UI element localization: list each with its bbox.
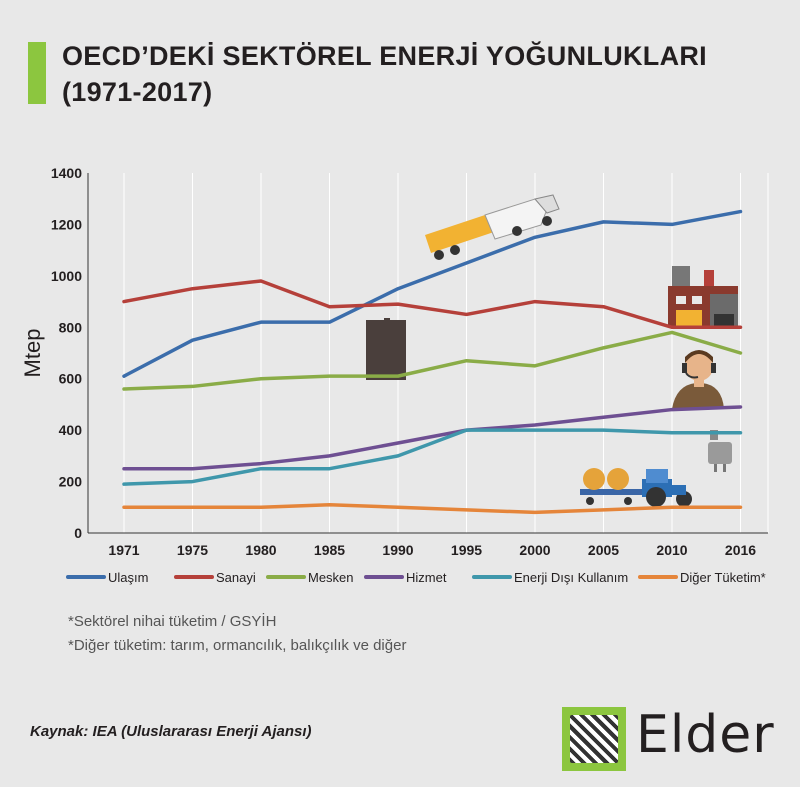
line-chart: 0 200 400 600 800 1000 1200 1400 1971 1975 1980 198…: [20, 165, 769, 585]
footnote-1: *Sektörel nihai tüketim / GSYİH: [68, 613, 277, 630]
tractor-icon: [580, 468, 692, 507]
chart-axes: 0 200 400 600 800 1000 1200 1400 1971 1975 1980 198…: [20, 165, 768, 558]
building-icon: [366, 318, 406, 380]
x-tick-label: 1975: [177, 542, 208, 558]
legend-label: Diğer Tüketim*: [680, 570, 766, 585]
source-text: Kaynak: IEA (Uluslararası Enerji Ajansı): [30, 723, 312, 740]
y-tick-label: 0: [74, 525, 82, 541]
x-tick-label: 1990: [382, 542, 413, 558]
footnotes: *Sektörel nihai tüketim / GSYİH *Diğer t…: [68, 610, 406, 658]
series-line: [122, 405, 743, 471]
y-tick-label: 800: [59, 319, 83, 335]
y-tick-label: 1000: [51, 268, 82, 284]
series-line: [122, 209, 743, 378]
title-line-2: (1971-2017): [62, 77, 213, 107]
series-line: [122, 428, 743, 486]
series-line: [122, 330, 743, 391]
logo-text: Elder: [636, 705, 775, 765]
x-tick-label: 2000: [519, 542, 550, 558]
x-tick-label: 1995: [451, 542, 482, 558]
y-axis-label: Mtep: [20, 329, 45, 378]
x-tick-label: 1971: [108, 542, 139, 558]
elder-logo-icon: [562, 707, 626, 771]
series-line: [122, 279, 743, 330]
x-tick-label: 2005: [588, 542, 619, 558]
y-tick-label: 200: [59, 474, 83, 490]
chart-icons: [366, 194, 738, 507]
series-line: [122, 502, 743, 515]
chart-legend: Ulaşım Sanayi Mesken Hizmet Enerji Dışı Kull…: [66, 570, 766, 585]
x-tick-label: 1985: [314, 542, 345, 558]
legend-label: Ulaşım: [108, 570, 148, 585]
person-headset-icon: [672, 350, 724, 409]
factory-icon: [668, 266, 738, 326]
legend-label: Mesken: [308, 570, 354, 585]
legend-label: Enerji Dışı Kullanım: [514, 570, 628, 585]
chart-series: [122, 209, 743, 515]
y-tick-label: 1400: [51, 165, 82, 181]
title-line-1: OECD’DEKİ SEKTÖREL ENERJİ YOĞUNLUKLARI: [62, 41, 707, 71]
legend-label: Hizmet: [406, 570, 447, 585]
title-accent-bar: [28, 42, 46, 104]
chart-title: OECD’DEKİ SEKTÖREL ENERJİ YOĞUNLUKLARI (…: [62, 38, 707, 110]
x-tick-label: 2010: [656, 542, 687, 558]
y-tick-label: 600: [59, 371, 83, 387]
x-tick-label: 2016: [725, 542, 756, 558]
x-tick-label: 1980: [245, 542, 276, 558]
plug-icon: [708, 430, 732, 472]
y-tick-label: 400: [59, 422, 83, 438]
truck-icon: [425, 194, 560, 260]
y-tick-label: 1200: [51, 216, 82, 232]
legend-label: Sanayi: [216, 570, 256, 585]
footnote-2: *Diğer tüketim: tarım, ormancılık, balık…: [68, 637, 407, 654]
